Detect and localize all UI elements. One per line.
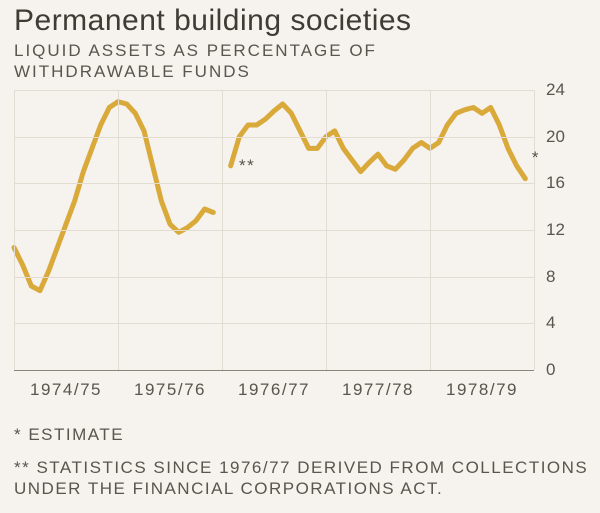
y-tick-label: 12 (546, 220, 565, 240)
subtitle-line-2: WITHDRAWABLE FUNDS (14, 62, 251, 81)
grid-horizontal (14, 183, 534, 184)
chart-container: Permanent building societies LIQUID ASSE… (0, 0, 600, 513)
data-line-pre-break (14, 102, 213, 291)
y-tick-label: 24 (546, 80, 565, 100)
footnote-estimate: * ESTIMATE (14, 424, 124, 445)
chart-title: Permanent building societies (14, 4, 412, 38)
y-tick-label: 4 (546, 313, 555, 333)
grid-vertical (534, 90, 535, 370)
x-tick-label: 1978/79 (446, 380, 518, 400)
chart-subtitle: LIQUID ASSETS AS PERCENTAGE OF WITHDRAWA… (14, 40, 377, 83)
grid-horizontal (14, 137, 534, 138)
grid-horizontal (14, 230, 534, 231)
grid-horizontal (14, 323, 534, 324)
data-line-post-break (231, 104, 526, 179)
x-tick-label: 1974/75 (30, 380, 102, 400)
plot-area: 048121620241974/751975/761976/771977/781… (14, 90, 534, 370)
estimate-marker: * (532, 148, 540, 168)
grid-horizontal (14, 277, 534, 278)
y-tick-label: 8 (546, 267, 555, 287)
x-axis-line (14, 370, 534, 371)
break-marker: ** (239, 156, 255, 176)
x-tick-label: 1976/77 (238, 380, 310, 400)
footnote-2-line-2: UNDER THE FINANCIAL CORPORATIONS ACT. (14, 479, 443, 498)
subtitle-line-1: LIQUID ASSETS AS PERCENTAGE OF (14, 41, 377, 60)
y-tick-label: 16 (546, 173, 565, 193)
x-tick-label: 1975/76 (134, 380, 206, 400)
footnote-2-line-1: ** STATISTICS SINCE 1976/77 DERIVED FROM… (14, 458, 588, 477)
y-tick-label: 20 (546, 127, 565, 147)
y-tick-label: 0 (546, 360, 555, 380)
grid-horizontal (14, 90, 534, 91)
x-tick-label: 1977/78 (342, 380, 414, 400)
footnote-statistics: ** STATISTICS SINCE 1976/77 DERIVED FROM… (14, 457, 588, 500)
